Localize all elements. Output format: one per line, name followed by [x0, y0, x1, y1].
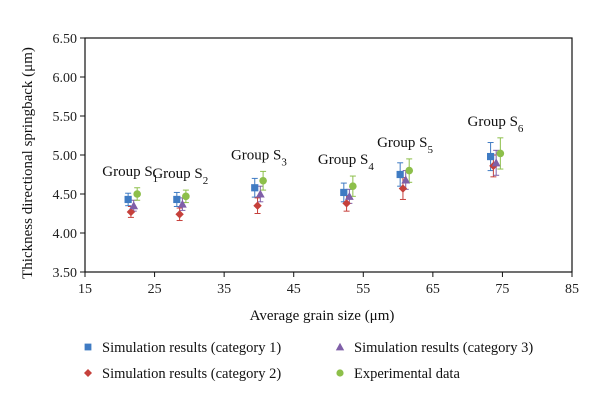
y-tick-label: 4.50 — [53, 188, 78, 203]
x-tick-label: 85 — [565, 282, 579, 297]
data-point-series-3 — [255, 189, 265, 198]
legend-marker-series-2 — [84, 369, 92, 377]
data-point-series-1 — [251, 184, 259, 192]
data-point-series-4 — [133, 190, 141, 198]
data-point-series-3 — [401, 175, 411, 184]
y-axis-ticks: 3.50 4.00 4.50 5.00 5.50 6.00 6.50 — [53, 32, 85, 281]
data-point-series-3 — [178, 199, 187, 208]
group-label: Group S2 — [152, 166, 208, 187]
legend-label-series-1: Simulation results (category 1) — [102, 340, 281, 356]
y-tick-label: 5.50 — [53, 110, 78, 125]
data-point-series-3 — [491, 158, 501, 167]
legend-marker-series-4 — [336, 369, 344, 377]
data-point-series-1 — [487, 152, 495, 161]
group-label: Group S3 — [231, 147, 287, 168]
y-axis-title: Thickness directional springback (μm) — [20, 47, 36, 279]
data-point-series-2 — [175, 210, 184, 219]
group-label: Group S4 — [318, 152, 374, 173]
data-point-series-1 — [340, 188, 348, 197]
group-label: Group S1 — [102, 164, 158, 185]
y-tick-label: 4.00 — [53, 227, 78, 242]
y-tick-label: 6.00 — [53, 71, 78, 86]
group-label: Group S6 — [468, 114, 524, 135]
data-point-series-1 — [396, 170, 404, 179]
x-tick-label: 65 — [426, 282, 440, 297]
y-tick-label: 6.50 — [53, 32, 78, 47]
data-point-series-3 — [344, 191, 354, 200]
legend-marker-series-3 — [335, 342, 345, 351]
data-point-series-4 — [405, 166, 414, 175]
data-point-series-4 — [496, 149, 505, 158]
legend-label-series-4: Experimental data — [354, 366, 460, 382]
legend-marker-series-1 — [84, 343, 92, 351]
y-tick-label: 5.00 — [53, 149, 78, 164]
legend-label-series-3: Simulation results (category 3) — [354, 340, 533, 356]
x-axis-ticks: 15 25 35 45 55 65 75 85 — [78, 272, 579, 297]
y-tick-label: 3.50 — [53, 266, 78, 281]
data-point-series-2 — [398, 184, 408, 193]
x-tick-label: 55 — [356, 282, 370, 297]
x-tick-label: 75 — [495, 282, 509, 297]
x-tick-label: 25 — [148, 282, 162, 297]
data-point-series-2 — [342, 199, 351, 208]
data-point-series-3 — [129, 201, 139, 210]
group-label: Group S5 — [377, 135, 433, 156]
data-point-series-4 — [259, 176, 267, 185]
legend-label-series-2: Simulation results (category 2) — [102, 366, 281, 382]
data-point-series-2 — [253, 201, 262, 210]
data-point-series-1 — [124, 195, 132, 204]
x-axis-title: Average grain size (μm) — [250, 308, 395, 324]
data-point-series-4 — [182, 192, 190, 201]
data-points — [124, 149, 505, 219]
x-tick-label: 35 — [217, 282, 231, 297]
x-tick-label: 15 — [78, 282, 92, 297]
data-point-series-4 — [349, 182, 357, 190]
data-point-series-2 — [126, 207, 136, 217]
data-point-series-1 — [173, 195, 181, 204]
x-tick-label: 45 — [287, 282, 301, 297]
legend: Simulation results (category 1) Simulatio… — [84, 340, 533, 382]
